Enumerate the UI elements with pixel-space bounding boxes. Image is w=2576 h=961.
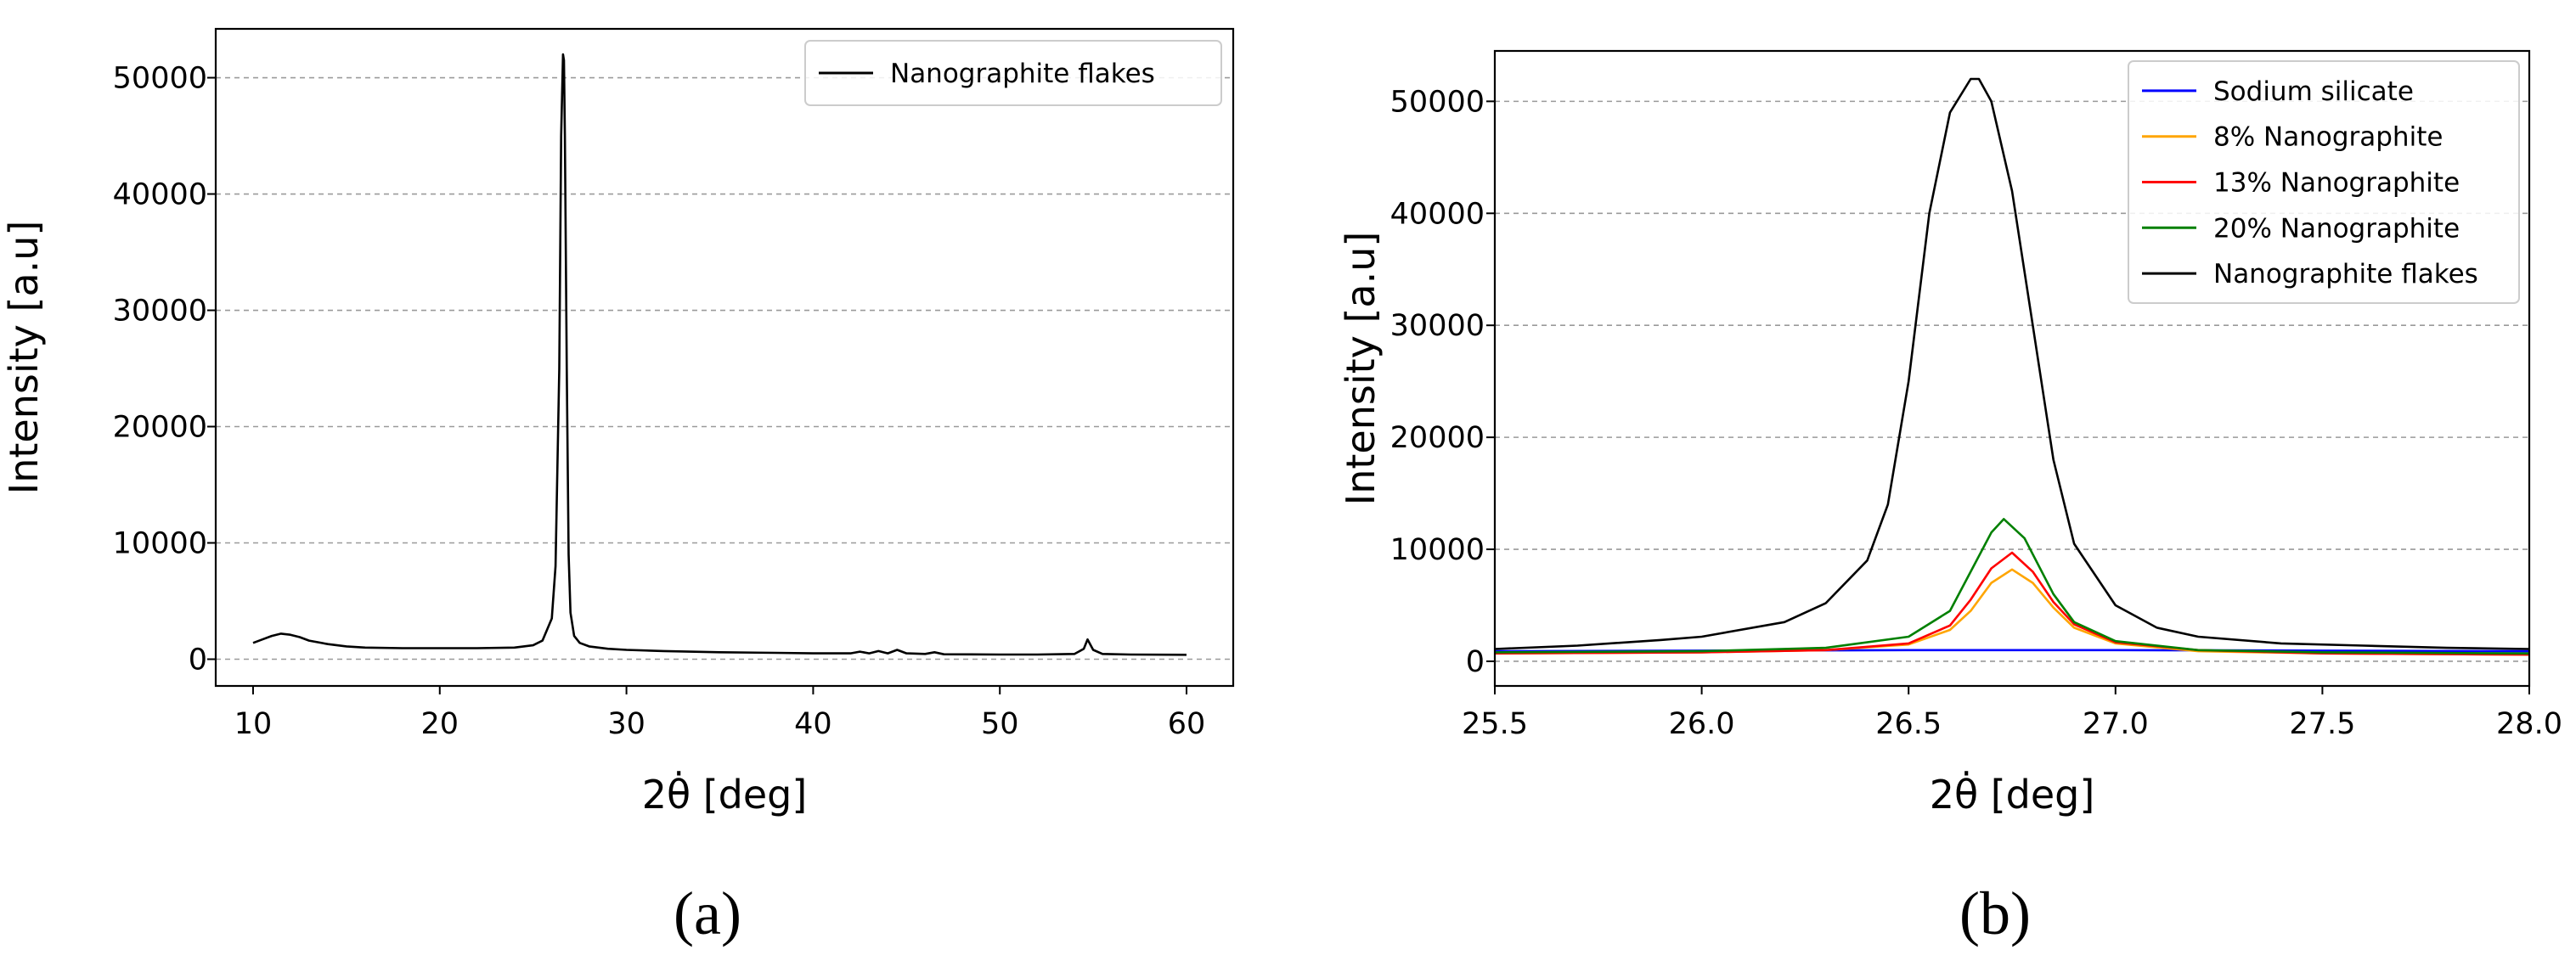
legend-box xyxy=(804,40,1222,106)
legend: Sodium silicate 8% Nanographite 13% Nanogr… xyxy=(2128,60,2520,304)
x-tick-label: 25.5 xyxy=(1462,707,1528,741)
x-tick-label: 40 xyxy=(794,707,832,741)
y-tick-label: 40000 xyxy=(1390,197,1485,231)
x-tick-label: 10 xyxy=(234,707,273,741)
x-tick-label: 20 xyxy=(421,707,459,741)
x-tick-label: 50 xyxy=(981,707,1019,741)
y-tick-label: 0 xyxy=(1466,645,1485,679)
x-tick-label: 28.0 xyxy=(2496,707,2562,741)
y-tick-label: 10000 xyxy=(1390,533,1485,567)
y-tick-label: 40000 xyxy=(113,178,207,212)
x-tick-label: 26.5 xyxy=(1875,707,1942,741)
legend-entry: 8% Nanographite xyxy=(2213,122,2443,153)
plot-frame xyxy=(214,27,1235,688)
y-tick-label: 10000 xyxy=(113,527,207,561)
x-axis-label: 2θ̇ [deg] xyxy=(642,771,808,818)
legend-entry: Nanographite flakes xyxy=(2213,259,2478,289)
panel-label: (b) xyxy=(1959,880,2031,947)
legend-entry: 20% Nanographite xyxy=(2213,213,2460,244)
legend-box xyxy=(2128,60,2520,304)
series-line-20-nanographite xyxy=(1495,518,2529,655)
legend-entry: 13% Nanographite xyxy=(2213,168,2460,199)
series-line-8-nanographite xyxy=(1495,568,2529,656)
x-tick-label: 27.5 xyxy=(2289,707,2355,741)
x-tick-label: 60 xyxy=(1168,707,1206,741)
x-tick-label: 26.0 xyxy=(1669,707,1735,741)
y-tick-label: 50000 xyxy=(113,62,207,96)
y-tick-label: 20000 xyxy=(113,411,207,445)
x-axis-label: 2θ̇ [deg] xyxy=(1930,771,2095,818)
series-line-13-nanographite xyxy=(1495,551,2529,656)
x-tick-label: 27.0 xyxy=(2083,707,2149,741)
legend-entry: Sodium silicate xyxy=(2213,76,2414,107)
plot-frame xyxy=(1493,49,2531,688)
series-line-nanographite-flakes xyxy=(1495,77,2529,650)
y-tick-label: 30000 xyxy=(1390,309,1485,343)
y-axis-label: Intensity [a.u] xyxy=(1,221,47,495)
x-tick-label: 30 xyxy=(607,707,645,741)
panel-label: (a) xyxy=(674,880,741,947)
series-line-nanographite-flakes xyxy=(252,53,1187,656)
y-axis-label: Intensity [a.u] xyxy=(1338,232,1384,506)
panel-a-chart: 0 10000 20000 30000 40000 50000 10 20 30 40 50 60 Na… xyxy=(1,27,1235,947)
y-tick-label: 30000 xyxy=(113,295,207,329)
y-tick-label: 20000 xyxy=(1390,421,1485,455)
panel-b-chart: 0 10000 20000 30000 40000 50000 25.5 26.0 26.5 27… xyxy=(1338,49,2562,947)
y-tick-label: 0 xyxy=(189,643,207,677)
legend-entry: Nanographite flakes xyxy=(890,59,1155,89)
legend: Nanographite flakes xyxy=(804,40,1222,106)
y-tick-label: 50000 xyxy=(1390,85,1485,119)
